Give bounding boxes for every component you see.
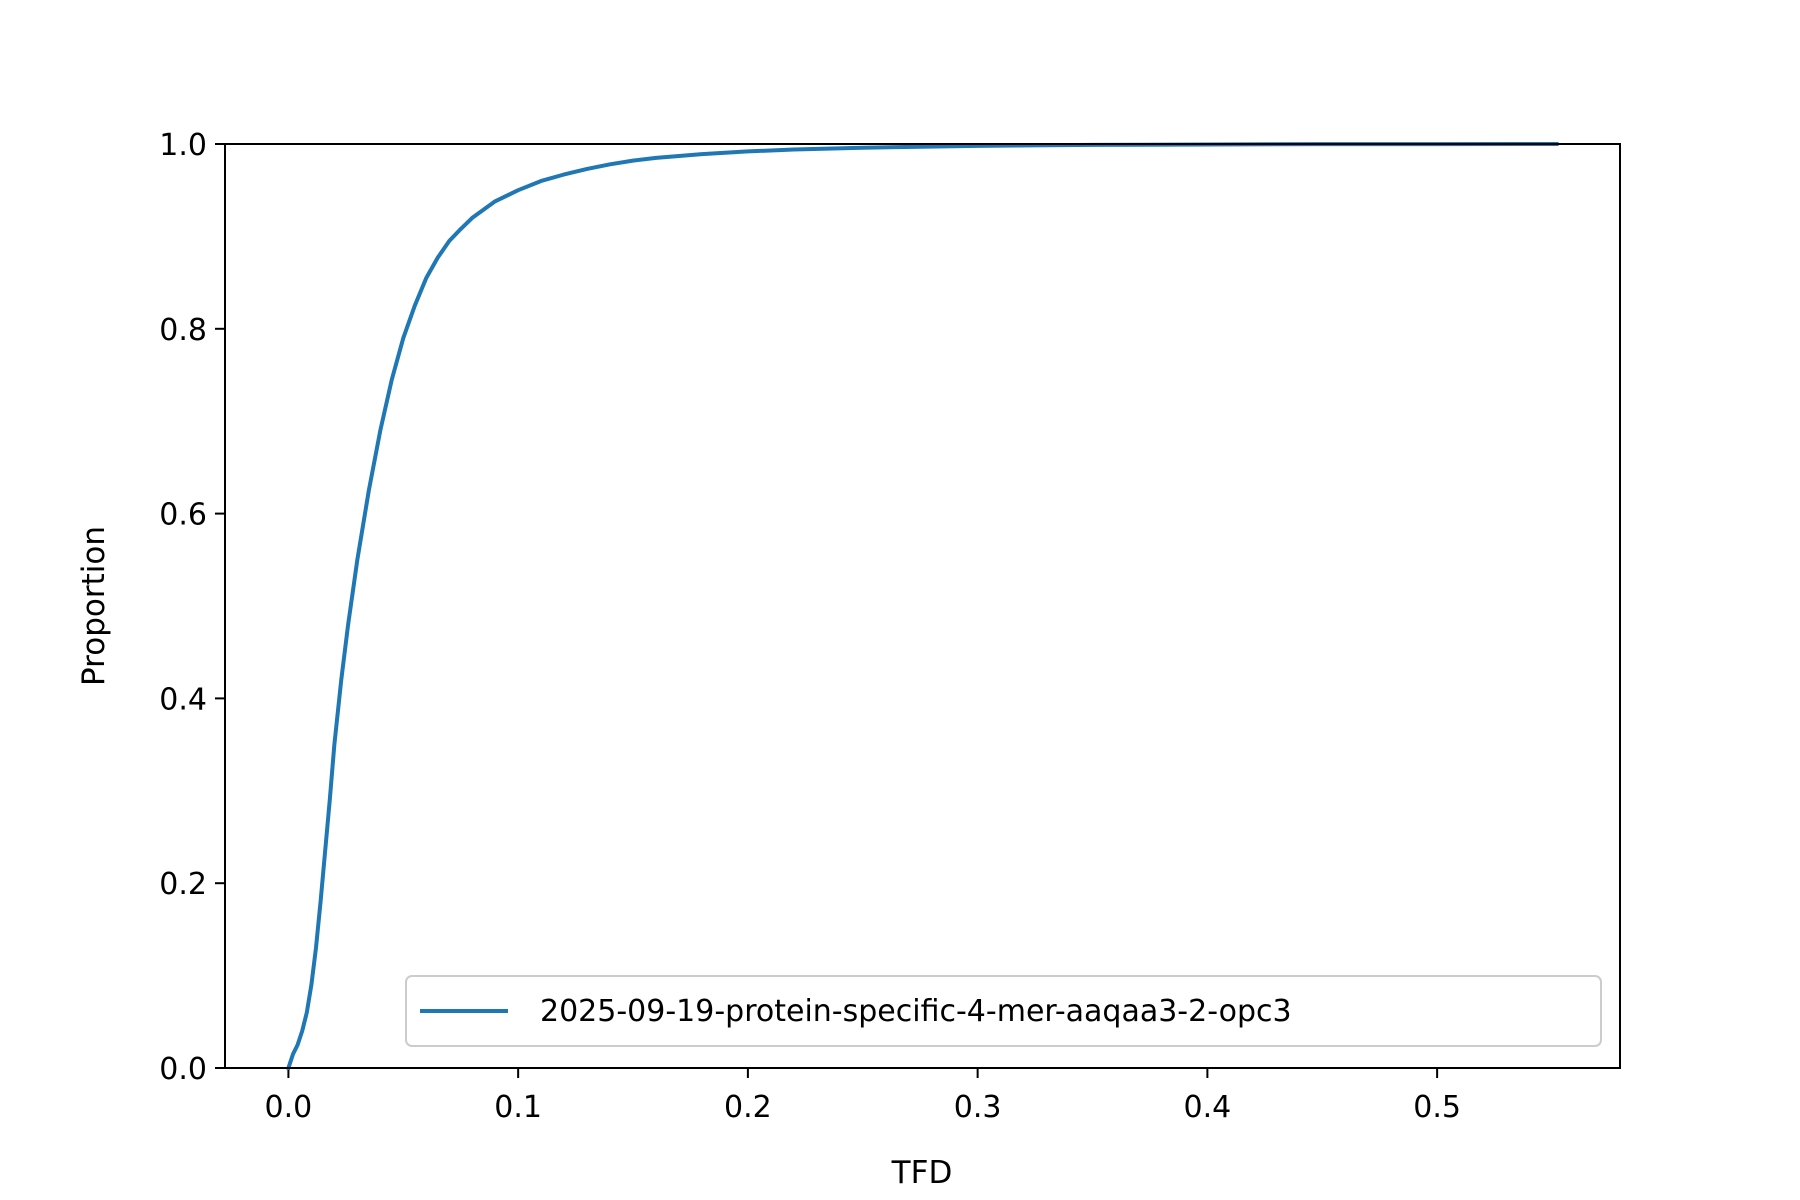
y-tick-label: 0.8 xyxy=(159,313,207,348)
y-tick-label: 0.2 xyxy=(159,867,207,902)
y-axis-ticks: 0.0 0.2 0.4 0.6 0.8 1.0 xyxy=(159,128,225,1087)
series-line xyxy=(285,141,1559,1071)
x-axis-label: TFD xyxy=(891,1155,953,1191)
legend-box xyxy=(405,975,1602,1047)
x-tick-label: 0.4 xyxy=(1184,1090,1232,1125)
y-tick-label: 1.0 xyxy=(159,128,207,163)
plot-frame xyxy=(224,143,1621,1069)
x-tick-label: 0.2 xyxy=(724,1090,772,1125)
series-layer xyxy=(285,141,1559,1071)
y-axis-label: Proportion xyxy=(76,526,112,686)
x-axis-ticks: 0.0 0.1 0.2 0.3 0.4 0.5 xyxy=(265,1068,1461,1125)
legend: 2025-09-19-protein-specific-4-mer-aaqaa3… xyxy=(405,975,1602,1047)
y-tick-label: 0.4 xyxy=(159,682,207,717)
plot-background xyxy=(225,144,1620,1068)
y-tick-label: 0.6 xyxy=(159,498,207,533)
legend-label: 2025-09-19-protein-specific-4-mer-aaqaa3… xyxy=(540,994,1292,1029)
x-tick-label: 0.3 xyxy=(954,1090,1002,1125)
y-tick-label: 0.0 xyxy=(159,1052,207,1087)
x-tick-label: 0.1 xyxy=(494,1090,542,1125)
x-tick-label: 0.0 xyxy=(265,1090,313,1125)
x-tick-label: 0.5 xyxy=(1413,1090,1461,1125)
